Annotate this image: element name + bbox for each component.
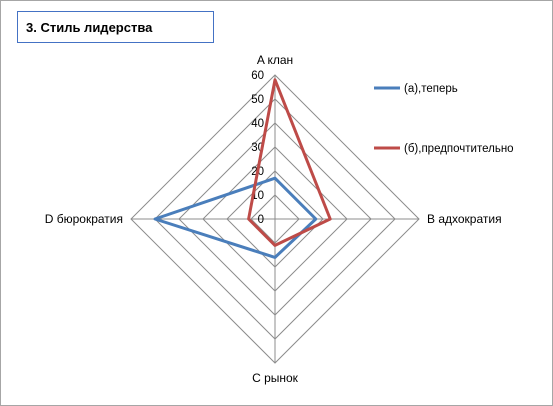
series-lines xyxy=(153,78,332,259)
series-line xyxy=(153,176,318,259)
tick-label: 0 xyxy=(258,214,264,226)
tick-label: 60 xyxy=(251,70,264,82)
category-label: A клан xyxy=(257,53,293,67)
legend: (а),теперь (б),предпочтительно xyxy=(374,83,514,155)
tick-label: 50 xyxy=(251,94,264,106)
legend-label: (б),предпочтительно xyxy=(404,143,514,155)
category-labels: A клан B адхократия C рынок D бюрократия xyxy=(45,53,502,385)
tick-label: 40 xyxy=(251,118,264,130)
chart-title: 3. Стиль лидерства xyxy=(26,20,153,35)
category-label: D бюрократия xyxy=(45,212,123,226)
category-label: B адхократия xyxy=(427,212,502,226)
category-label: C рынок xyxy=(252,371,299,385)
chart-title-box: 3. Стиль лидерства xyxy=(17,11,214,43)
series-line xyxy=(247,78,332,247)
axes xyxy=(131,75,419,363)
legend-label: (а),теперь xyxy=(404,83,458,95)
